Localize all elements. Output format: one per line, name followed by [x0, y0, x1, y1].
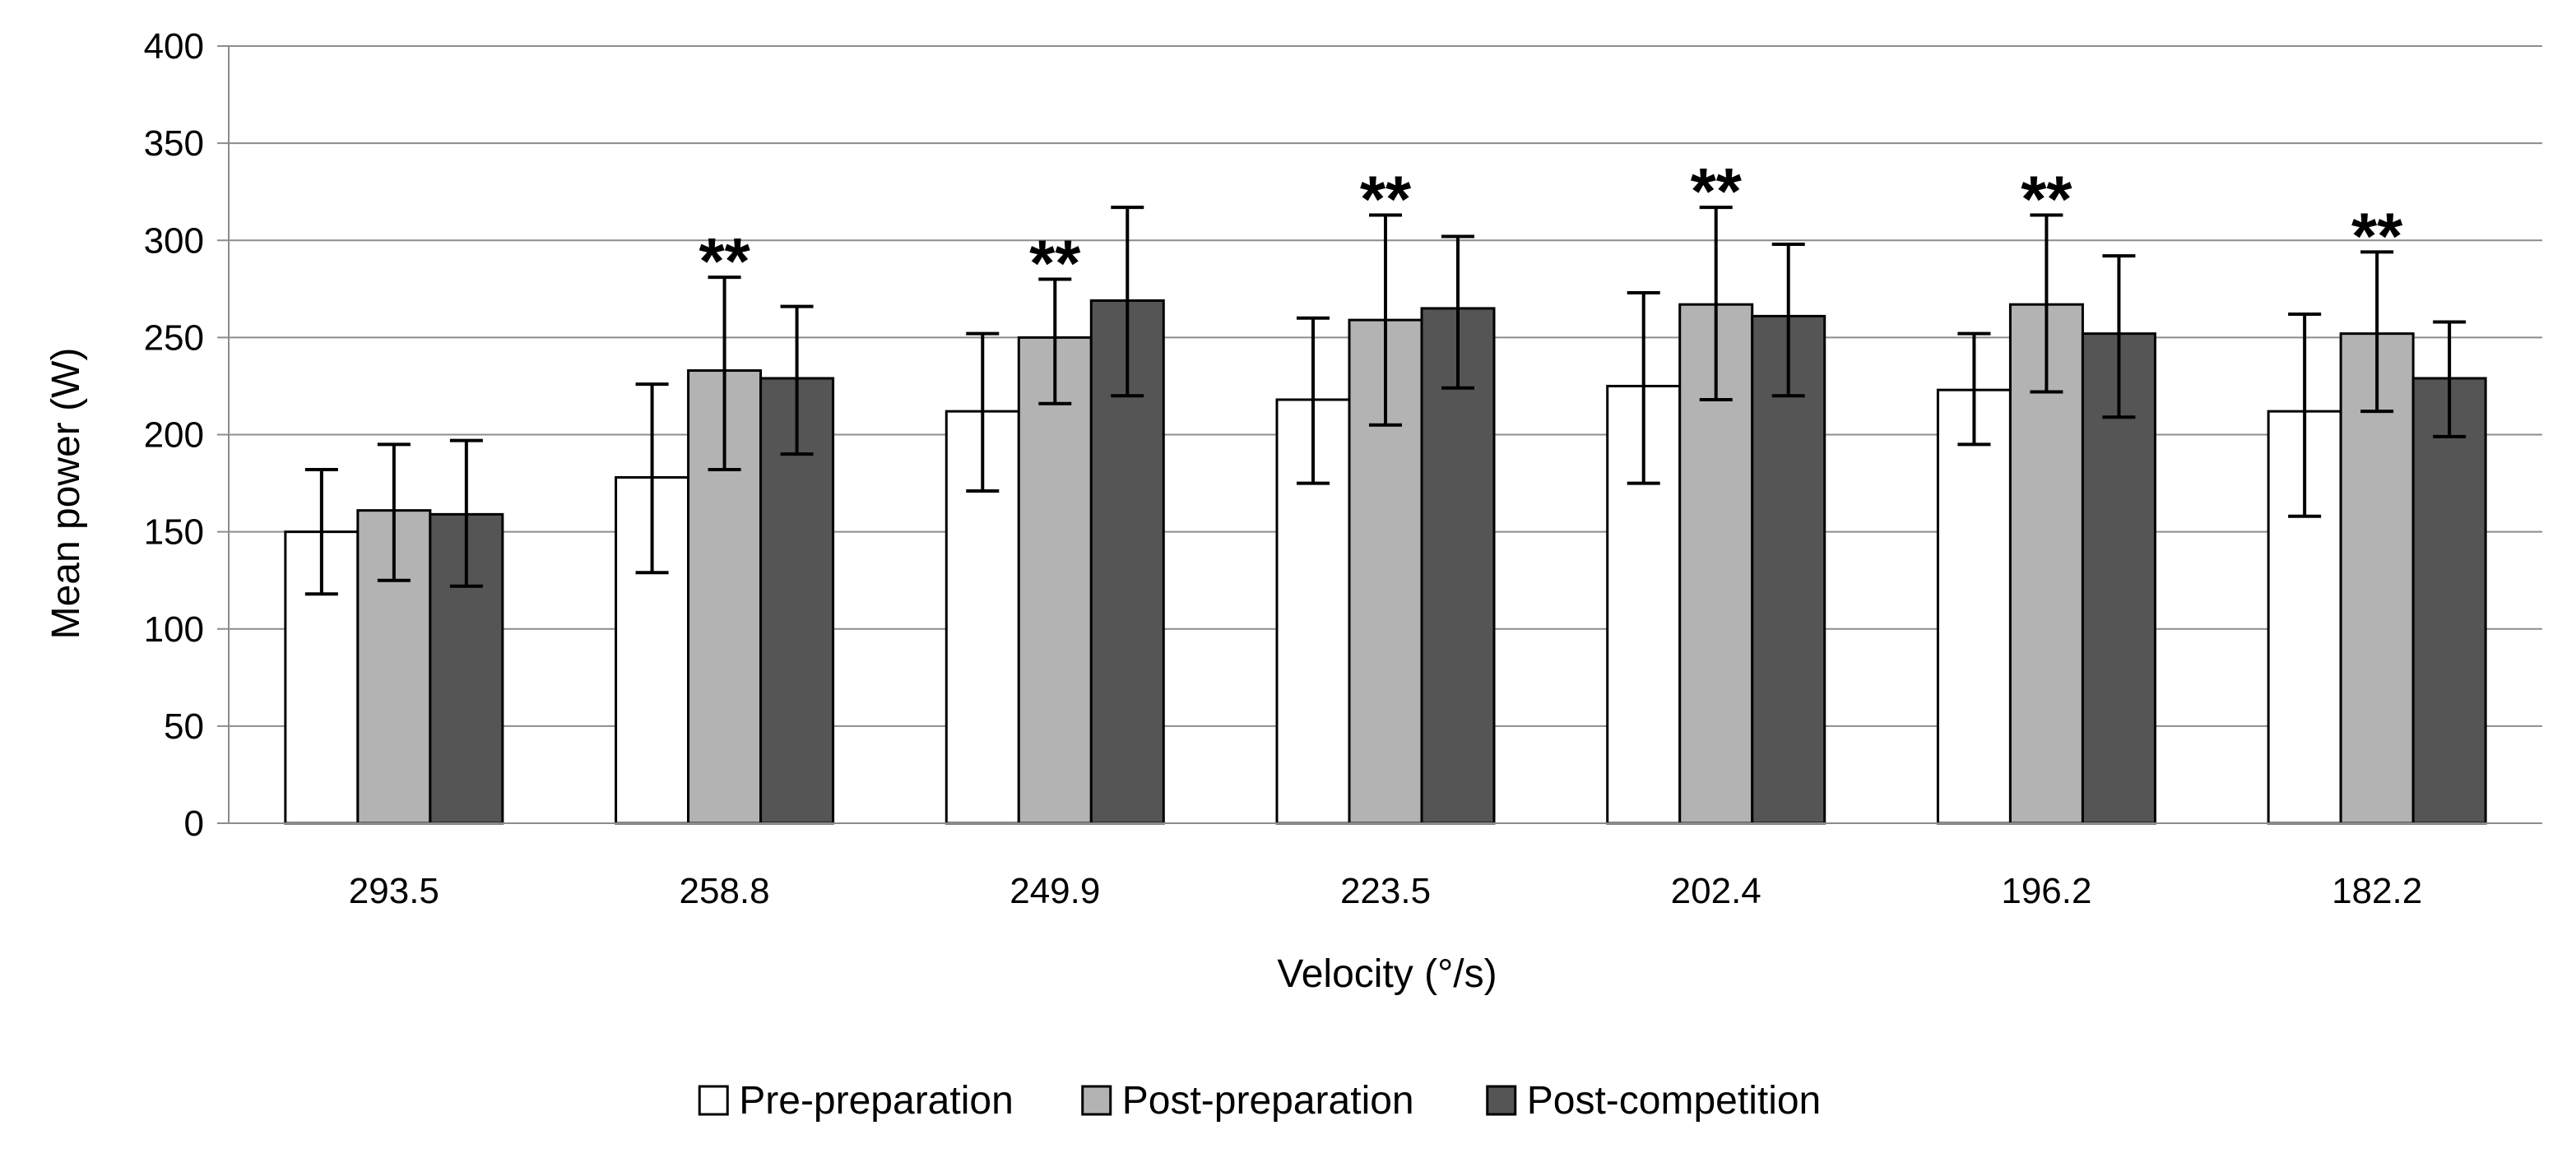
significance-marker: ** [1360, 163, 1412, 236]
bar [2411, 377, 2487, 825]
x-tick-label: 196.2 [2001, 871, 2091, 911]
y-tick-label: 250 [144, 317, 204, 358]
significance-marker: ** [699, 225, 750, 298]
legend-label: Pre-preparation [739, 1079, 1014, 1123]
legend-label: Post-competition [1527, 1079, 1822, 1123]
x-tick-label: 202.4 [1671, 871, 1761, 911]
y-tick-label: 200 [144, 415, 204, 456]
x-tick-label: 249.9 [1010, 871, 1100, 911]
bar [1936, 388, 2012, 825]
legend: Pre-preparation Post-preparation Post-comp… [698, 1079, 1822, 1123]
legend-swatch [698, 1085, 729, 1116]
y-tick-label: 400 [144, 26, 204, 67]
significance-marker: ** [2351, 199, 2403, 272]
y-tick-label: 350 [144, 123, 204, 164]
y-axis-title: Mean power (W) [44, 348, 88, 640]
x-tick-label: 182.2 [2332, 871, 2422, 911]
legend-swatch [1081, 1085, 1112, 1116]
axes: 0 50 100 150 200 250 300 350 400 293.5 258.8 249.9 2… [144, 26, 2542, 911]
y-tick-label: 50 [164, 706, 204, 747]
bars [284, 299, 2487, 825]
y-tick-label: 300 [144, 220, 204, 261]
y-tick-label: 150 [144, 512, 204, 553]
legend-swatch [1486, 1085, 1517, 1116]
significance-marker: ** [1691, 155, 1743, 228]
y-tick-label: 0 [184, 803, 204, 844]
bar [1017, 336, 1093, 825]
y-tick-label: 100 [144, 609, 204, 650]
x-tick-label: 223.5 [1340, 871, 1431, 911]
significance-marker: ** [1029, 227, 1081, 300]
significance-annotations: ** ** ** ** ** ** [699, 155, 2403, 299]
legend-label: Post-preparation [1122, 1079, 1414, 1123]
bar [2339, 332, 2415, 825]
significance-marker: ** [2021, 163, 2072, 236]
bar [1420, 307, 1496, 825]
x-tick-label: 258.8 [680, 871, 770, 911]
error-bars [304, 206, 2467, 596]
x-tick-label: 293.5 [349, 871, 439, 911]
x-axis-title: Velocity (°/s) [1277, 952, 1497, 996]
